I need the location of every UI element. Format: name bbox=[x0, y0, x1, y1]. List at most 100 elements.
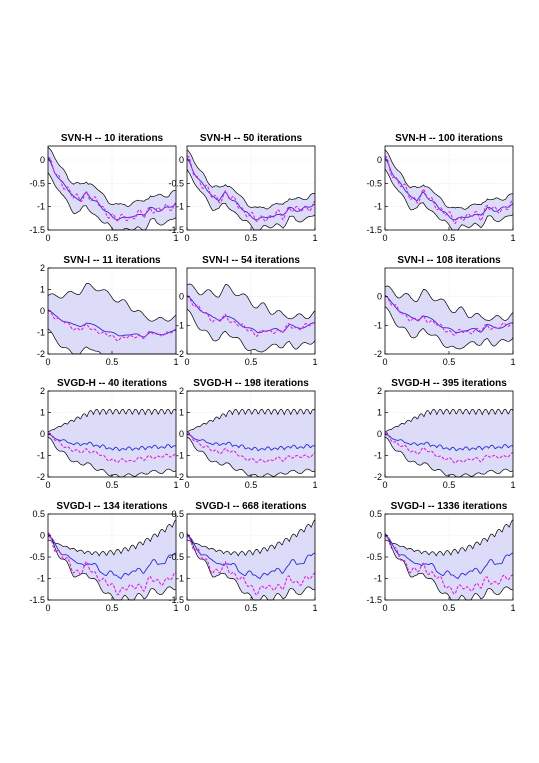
y-tick-label: 2 bbox=[179, 386, 184, 396]
subplot-title: SVN-I -- 11 iterations bbox=[63, 255, 161, 266]
band-upper-line bbox=[47, 146, 176, 208]
x-tick-label: 0.5 bbox=[245, 357, 258, 367]
uncertainty-band bbox=[48, 283, 176, 354]
x-tick-label: 0.5 bbox=[106, 357, 119, 367]
x-tick-label: 1 bbox=[173, 357, 178, 367]
y-tick-label: -2 bbox=[176, 472, 184, 482]
y-tick-label: 1 bbox=[179, 408, 184, 418]
truth-line bbox=[47, 156, 177, 222]
band-lower-line bbox=[47, 533, 177, 601]
mean-line bbox=[186, 157, 316, 221]
x-tick-label: 0 bbox=[382, 480, 387, 490]
band-upper-line bbox=[186, 283, 316, 320]
y-tick-label: 2 bbox=[40, 263, 45, 273]
y-tick-label: 2 bbox=[377, 386, 382, 396]
x-tick-label: 1 bbox=[510, 357, 515, 367]
band-upper-line bbox=[384, 285, 514, 321]
y-tick-label: -1 bbox=[374, 202, 382, 212]
y-tick-label: -0.5 bbox=[366, 552, 382, 562]
y-tick-label: 0.5 bbox=[32, 509, 45, 519]
x-tick-label: 0 bbox=[45, 480, 50, 490]
uncertainty-band bbox=[385, 409, 513, 477]
x-tick-label: 0 bbox=[382, 357, 387, 367]
mean-line bbox=[47, 157, 177, 221]
y-tick-label: 1 bbox=[40, 285, 45, 295]
y-tick-label: 0.5 bbox=[171, 509, 184, 519]
mean-line bbox=[186, 434, 316, 452]
y-tick-label: 0 bbox=[377, 531, 382, 541]
y-tick-label: -1 bbox=[37, 202, 45, 212]
x-tick-label: 0.5 bbox=[443, 233, 456, 243]
x-tick-label: 0 bbox=[45, 357, 50, 367]
x-tick-label: 1 bbox=[312, 480, 317, 490]
x-tick-label: 0 bbox=[382, 603, 387, 613]
subplot-title: SVGD-H -- 395 iterations bbox=[391, 378, 507, 389]
uncertainty-band bbox=[385, 149, 513, 230]
x-tick-label: 1 bbox=[173, 233, 178, 243]
x-tick-label: 0.5 bbox=[443, 357, 456, 367]
y-tick-label: 1 bbox=[377, 408, 382, 418]
band-upper-line bbox=[384, 519, 514, 557]
truth-line bbox=[186, 295, 316, 337]
y-tick-label: -1 bbox=[176, 202, 184, 212]
x-tick-label: 0 bbox=[184, 480, 189, 490]
band-lower-line bbox=[186, 169, 316, 231]
band-lower-line bbox=[186, 533, 316, 601]
x-tick-label: 0 bbox=[382, 233, 387, 243]
y-tick-label: -1.5 bbox=[168, 225, 184, 235]
y-tick-label: -1 bbox=[374, 451, 382, 461]
y-tick-label: 0 bbox=[40, 429, 45, 439]
x-tick-label: 0.5 bbox=[245, 480, 258, 490]
x-tick-label: 1 bbox=[510, 480, 515, 490]
subplot-title: SVGD-I -- 134 iterations bbox=[56, 501, 168, 512]
band-upper-line bbox=[384, 408, 514, 433]
subplot-title: SVGD-H -- 198 iterations bbox=[193, 378, 309, 389]
subplot-12: SVGD-I -- 1336 iterations0.50-0.5-1-1.50… bbox=[366, 501, 515, 613]
x-tick-label: 1 bbox=[510, 603, 515, 613]
x-tick-label: 0 bbox=[45, 603, 50, 613]
x-tick-label: 0 bbox=[184, 603, 189, 613]
y-tick-label: 0 bbox=[377, 292, 382, 302]
subplot-title: SVN-I -- 108 iterations bbox=[397, 255, 501, 266]
y-tick-label: 0 bbox=[377, 429, 382, 439]
y-tick-label: 0 bbox=[179, 155, 184, 165]
subplot-title: SVGD-I -- 1336 iterations bbox=[391, 501, 508, 512]
truth-line bbox=[384, 155, 514, 224]
truth-line bbox=[186, 431, 316, 463]
band-lower-line bbox=[384, 533, 514, 601]
truth-line bbox=[187, 155, 316, 223]
subplot-title: SVN-H -- 10 iterations bbox=[61, 133, 164, 144]
band-upper-line bbox=[186, 408, 316, 433]
mean-line bbox=[384, 294, 513, 333]
y-tick-label: -2 bbox=[374, 349, 382, 359]
x-tick-label: 0.5 bbox=[106, 603, 119, 613]
truth-line bbox=[47, 309, 177, 342]
y-tick-label: -0.5 bbox=[366, 178, 382, 188]
band-upper-line bbox=[47, 519, 177, 557]
y-tick-label: -1 bbox=[37, 451, 45, 461]
y-tick-label: -1 bbox=[176, 320, 184, 330]
truth-line bbox=[384, 431, 514, 464]
y-tick-label: 1 bbox=[40, 408, 45, 418]
x-tick-label: 1 bbox=[510, 233, 515, 243]
y-tick-label: -1 bbox=[176, 451, 184, 461]
uncertainty-band bbox=[385, 519, 513, 600]
y-tick-label: 0 bbox=[40, 306, 45, 316]
x-tick-label: 0 bbox=[184, 357, 189, 367]
band-upper-line bbox=[186, 519, 316, 557]
y-tick-label: -0.5 bbox=[168, 178, 184, 188]
truth-line bbox=[384, 534, 514, 595]
band-upper-line bbox=[384, 149, 514, 210]
truth-line bbox=[186, 533, 316, 596]
y-tick-label: 2 bbox=[40, 386, 45, 396]
mean-line bbox=[187, 536, 316, 580]
band-upper-line bbox=[47, 282, 177, 322]
mean-line bbox=[385, 536, 514, 580]
subplot-title: SVGD-H -- 40 iterations bbox=[57, 378, 167, 389]
